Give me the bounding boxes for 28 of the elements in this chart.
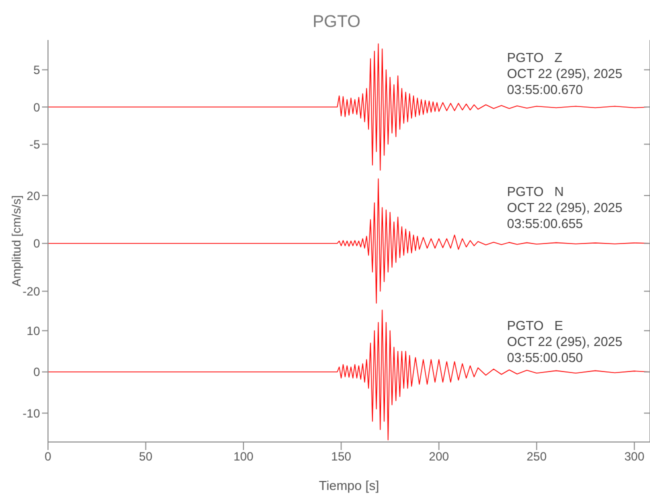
annotation: 03:55:00.670: [507, 82, 584, 98]
y-tick-label: 5: [33, 63, 40, 78]
y-tick-label: -5: [29, 137, 40, 152]
annotation: PGTO N: [507, 184, 565, 200]
y-tick-label: 20: [26, 188, 40, 203]
annotation: OCT 22 (295), 2025: [507, 200, 622, 216]
x-tick-label: 50: [139, 450, 153, 464]
y-tick-label: 0: [33, 365, 40, 380]
annotation: PGTO E: [507, 318, 564, 334]
y-tick-label: -10: [22, 406, 40, 420]
y-tick-label: -20: [22, 284, 40, 299]
x-axis-title: Tiempo [s]: [318, 478, 380, 493]
y-axis-title: Amplitud [cm/s/s]: [9, 195, 24, 287]
y-tick-label: 0: [33, 236, 40, 251]
y-tick-label: 0: [33, 100, 40, 114]
y-tick-label: 10: [26, 324, 40, 338]
x-tick-label: 300: [624, 450, 645, 464]
x-tick-label: 0: [44, 450, 52, 464]
x-tick-label: 250: [526, 450, 547, 464]
annotation: PGTO Z: [507, 50, 564, 66]
chart-title: PGTO: [312, 12, 362, 32]
annotation: OCT 22 (295), 2025: [507, 66, 622, 82]
x-tick-label: 100: [233, 450, 254, 464]
x-tick-label: 150: [331, 450, 352, 464]
x-tick-label: 200: [428, 450, 450, 464]
annotation: 03:55:00.050: [507, 350, 584, 366]
annotation: 03:55:00.655: [507, 216, 584, 232]
annotation: OCT 22 (295), 2025: [507, 334, 622, 350]
